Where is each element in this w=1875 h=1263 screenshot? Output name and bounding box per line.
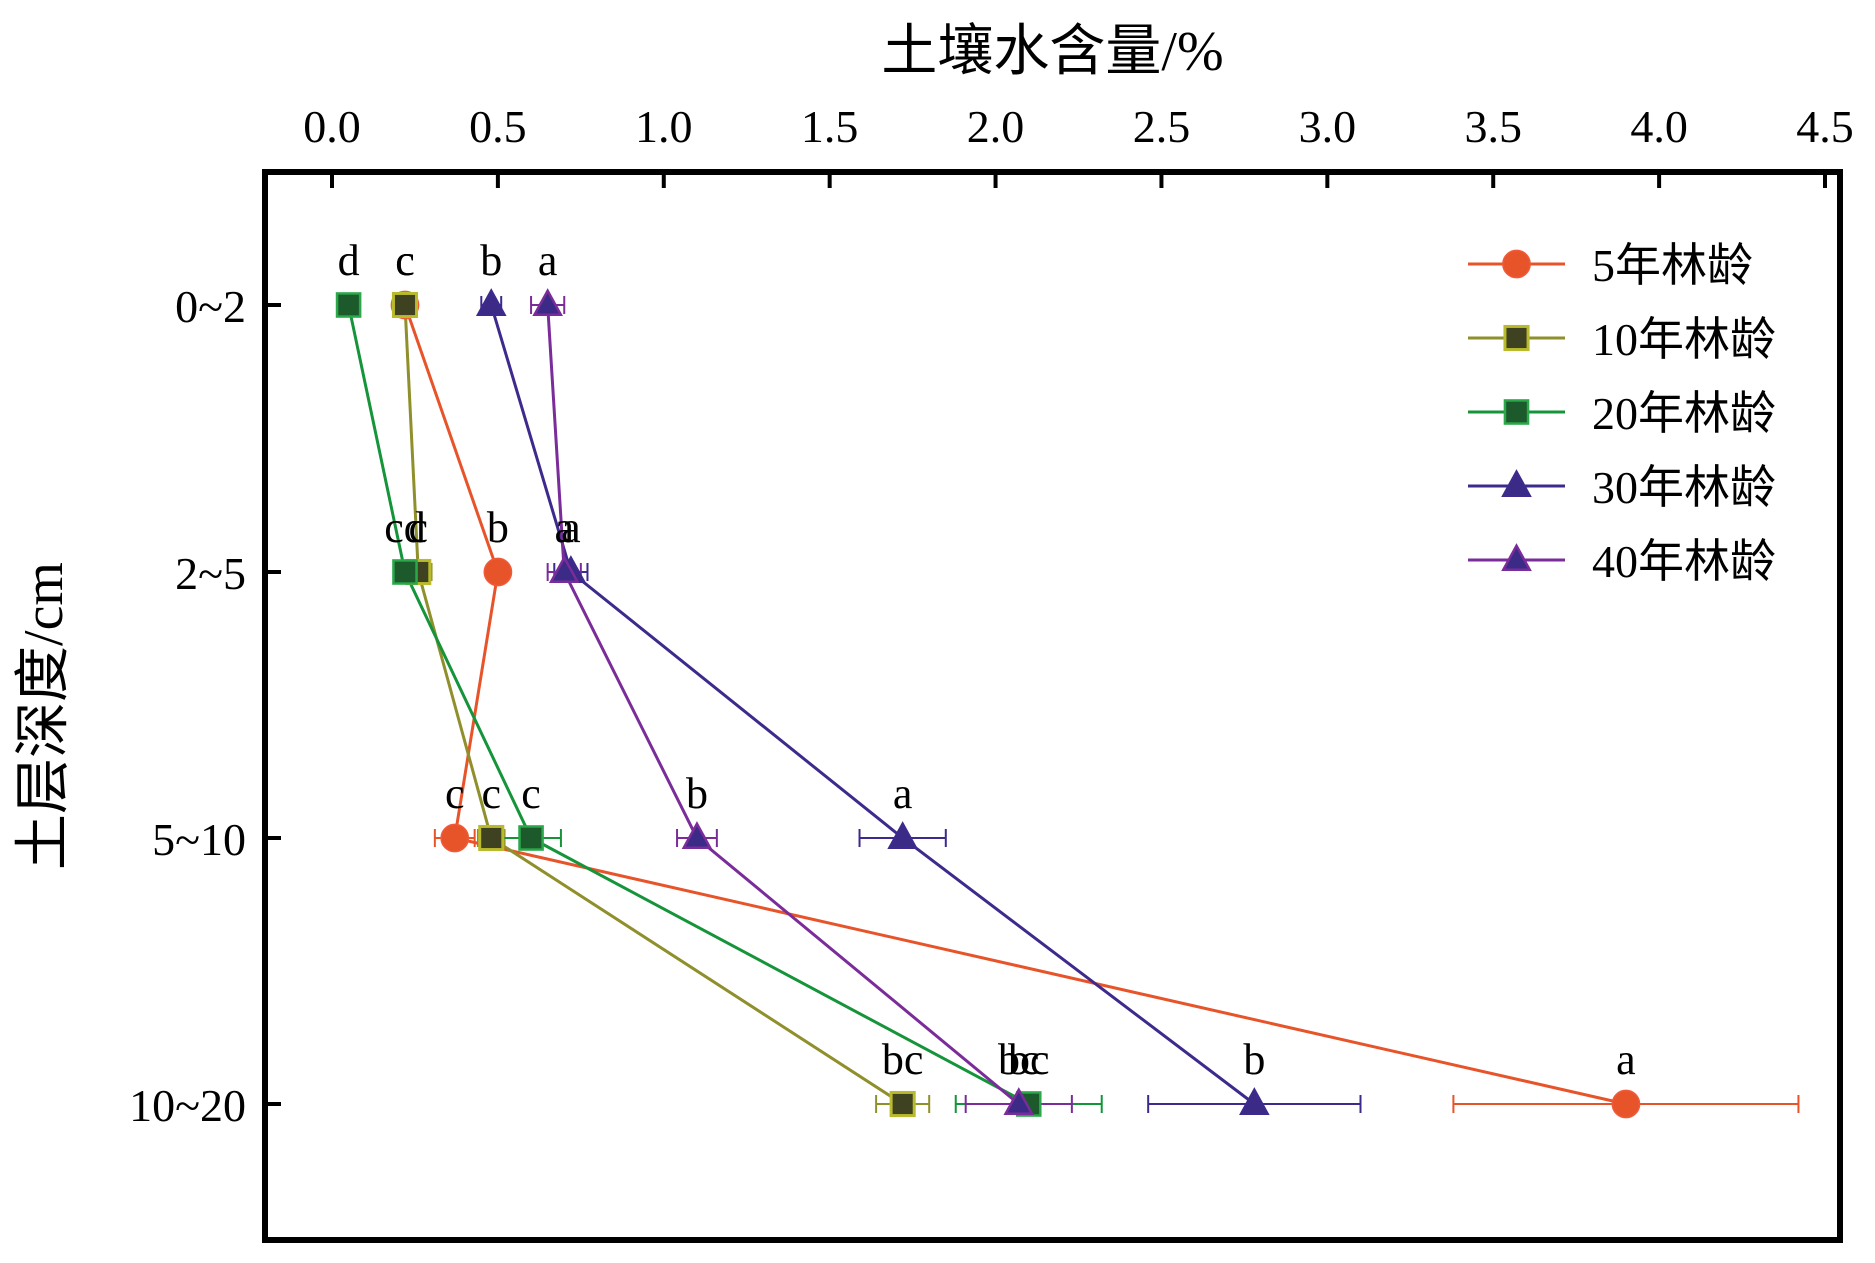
significance-label: c (445, 769, 465, 818)
x-tick-label: 0.0 (303, 101, 361, 152)
series-line (403, 304, 1627, 1106)
series-line (403, 304, 904, 1106)
significance-label: a (554, 503, 574, 552)
series-line (489, 304, 1256, 1106)
legend: 5年林龄 10年林龄 20年林龄 30年林龄 40年林龄 (1468, 240, 1776, 587)
significance-label: a (893, 769, 913, 818)
significance-label: b (480, 236, 502, 285)
plot-frame (262, 169, 1843, 1243)
data-point (1239, 1087, 1270, 1115)
data-point (1503, 324, 1530, 352)
y-tick-label: 10~20 (129, 1080, 246, 1131)
data-point (391, 291, 419, 319)
x-tick-label: 4.0 (1630, 101, 1688, 152)
y-tick-label: 0~2 (175, 281, 246, 332)
data-point (1501, 543, 1532, 571)
data-point (532, 288, 563, 316)
significance-label: c (408, 503, 428, 552)
data-point (440, 823, 470, 853)
y-tick-label: 2~5 (175, 548, 246, 599)
significance-label: bc (998, 1035, 1040, 1084)
significance-label: b (487, 503, 509, 552)
x-tick-label: 1.0 (635, 101, 693, 152)
data-point (887, 821, 918, 849)
x-tick-label: 3.5 (1464, 101, 1522, 152)
data-point (681, 821, 713, 849)
significance-label: b (1243, 1035, 1265, 1084)
data-point (392, 559, 418, 585)
y-axis-title: 土层深度/cm (13, 562, 75, 870)
data-point (335, 292, 362, 318)
legend-label: 30年林龄 (1592, 462, 1776, 513)
error-bars (340, 296, 1800, 1113)
data-point (475, 288, 507, 316)
data-point (1003, 1087, 1035, 1115)
series-lines (347, 304, 1627, 1106)
y-axis-ticks: 0~2 2~5 5~10 10~20 (129, 281, 281, 1131)
significance-label: bc (882, 1035, 924, 1084)
data-markers (335, 288, 1641, 1119)
legend-label: 20年林龄 (1592, 388, 1776, 439)
y-tick-label: 5~10 (152, 814, 246, 865)
significance-label: d (338, 236, 360, 285)
significance-label: cd (384, 503, 426, 552)
significance-label: b (686, 769, 708, 818)
significance-label: a (1616, 1035, 1636, 1084)
data-point (518, 825, 544, 851)
data-point (548, 555, 580, 583)
significance-label: c (395, 236, 415, 285)
x-axis-ticks: 0.0 0.5 1.0 1.5 2.0 2.5 3.0 3.5 4.0 4.5 (303, 101, 1854, 188)
x-tick-label: 2.5 (1133, 101, 1191, 152)
legend-label: 10年林龄 (1592, 314, 1776, 365)
legend-label: 5年林龄 (1592, 240, 1753, 291)
data-point (1501, 469, 1532, 497)
data-point (483, 557, 513, 587)
legend-label: 40年林龄 (1592, 536, 1776, 587)
x-tick-label: 0.5 (469, 101, 527, 152)
x-axis-title: 土壤水含量/% (881, 21, 1223, 83)
significance-label: a (561, 503, 581, 552)
data-point (1503, 399, 1530, 425)
significance-label: c (395, 236, 415, 285)
data-point (889, 1090, 916, 1118)
x-tick-label: 3.0 (1299, 101, 1357, 152)
significance-label: c (521, 769, 541, 818)
significance-label: a (538, 236, 558, 285)
x-tick-label: 4.5 (1796, 101, 1854, 152)
series-line (347, 304, 1030, 1106)
data-point (1502, 249, 1531, 279)
data-point (478, 824, 505, 852)
data-point (1611, 1089, 1641, 1119)
x-tick-label: 2.0 (967, 101, 1025, 152)
x-tick-label: 1.5 (801, 101, 859, 152)
series-line (546, 304, 1020, 1106)
significance-label: bc (1008, 1035, 1050, 1084)
significance-label: c (481, 769, 501, 818)
